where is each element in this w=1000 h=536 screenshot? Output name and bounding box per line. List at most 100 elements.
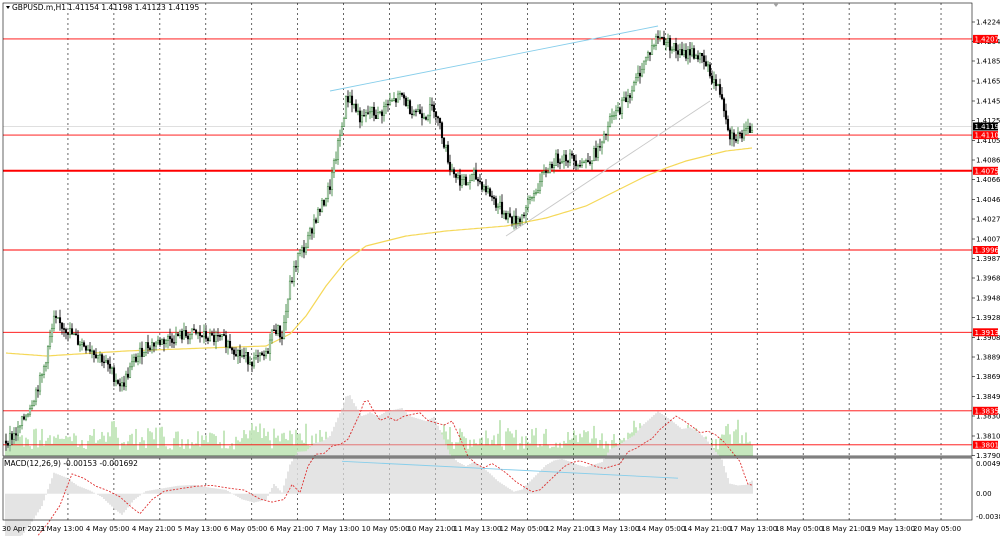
macd-histogram-bar: [433, 416, 435, 494]
macd-histogram-bar: [511, 490, 513, 494]
candle-body: [660, 37, 664, 39]
volume-bar: [209, 432, 211, 456]
candle-body: [496, 206, 500, 208]
candle-body: [10, 433, 14, 440]
volume-bar: [79, 445, 81, 456]
candle-body: [188, 334, 192, 340]
macd-histogram-bar: [527, 483, 529, 494]
pane-separator[interactable]: [3, 456, 972, 458]
candle-body: [228, 341, 232, 349]
candle-body: [698, 53, 702, 60]
candle-body: [510, 216, 514, 224]
macd-histogram-bar: [455, 460, 457, 494]
macd-histogram-bar: [515, 491, 517, 494]
candle-body: [494, 198, 498, 208]
candle-body: [564, 154, 568, 162]
macd-histogram-bar: [621, 442, 623, 494]
macd-histogram-bar: [467, 465, 469, 494]
volume-bar: [277, 435, 279, 456]
volume-bar: [303, 442, 305, 456]
macd-label: MACD(12,26,9) -0.00153 -0.001692: [4, 459, 138, 468]
macd-histogram-bar: [217, 488, 219, 494]
candle-body: [356, 110, 360, 113]
macd-histogram-bar: [31, 493, 33, 522]
candle-body: [302, 247, 306, 253]
candle-body: [174, 333, 178, 343]
moving-average: [5, 147, 753, 357]
candle-body: [194, 329, 198, 334]
volume-bar: [185, 443, 187, 456]
level-price-tag: [973, 328, 998, 337]
volume-bar: [27, 439, 29, 456]
volume-bar: [195, 443, 197, 456]
volume-bar: [137, 449, 139, 456]
candle-body: [134, 356, 138, 362]
macd-histogram-bar: [375, 415, 377, 494]
candle-body: [450, 169, 454, 171]
macd-histogram-bar: [357, 409, 359, 494]
candle-body: [500, 201, 504, 215]
volume-bar: [95, 442, 97, 456]
trendline[interactable]: [329, 25, 659, 92]
macd-histogram-bar: [723, 466, 725, 494]
candle-body: [270, 329, 274, 341]
volume-bar: [41, 428, 43, 456]
macd-histogram-bar: [355, 406, 357, 494]
candle-body: [232, 349, 236, 355]
candle-body: [572, 154, 576, 162]
candle-body: [518, 218, 522, 223]
candle-body: [264, 351, 268, 357]
macd-histogram-bar: [139, 493, 141, 496]
macd-histogram-bar: [339, 413, 341, 494]
macd-histogram-bar: [619, 444, 621, 494]
candle-body: [432, 104, 436, 112]
macd-histogram-bar: [265, 493, 267, 500]
trendlines[interactable]: [329, 25, 711, 237]
macd-histogram-bar: [569, 461, 571, 494]
volume-bar: [167, 449, 169, 456]
macd-histogram-bar: [373, 414, 375, 494]
volume-bar: [157, 447, 159, 456]
y-axis-tick-label: 1.40665: [976, 176, 1000, 184]
macd-histogram-bar: [153, 489, 155, 494]
volume-bar: [69, 436, 71, 456]
macd-histogram-bar: [409, 416, 411, 494]
macd-histogram-bar: [565, 460, 567, 494]
macd-histogram-bar: [485, 470, 487, 494]
volume-bar: [219, 442, 221, 456]
dropdown-arrow-icon[interactable]: [6, 6, 10, 9]
candle-body: [408, 100, 412, 115]
candle-body: [236, 349, 240, 357]
macd-histogram-bar: [295, 454, 297, 494]
macd-histogram-bar: [25, 493, 27, 531]
candle-body: [394, 98, 398, 103]
macd-histogram-bar: [751, 480, 753, 494]
macd-histogram-bar: [7, 493, 9, 536]
candle-body: [676, 50, 680, 55]
volume-bar: [163, 436, 165, 456]
volume-bar: [747, 442, 749, 456]
volume-bar: [181, 439, 183, 456]
candle-body: [478, 180, 482, 183]
candle-body: [210, 333, 214, 336]
macd-histogram-bar: [411, 416, 413, 494]
candle-body: [46, 346, 50, 364]
candle-body: [736, 132, 740, 142]
volume-bar: [249, 430, 251, 456]
macd-histogram-bar: [577, 464, 579, 494]
candle-body: [712, 79, 716, 83]
candle-body: [520, 214, 524, 223]
candle-body: [724, 110, 728, 120]
candle-body: [184, 330, 188, 337]
macd-trendline[interactable]: [341, 460, 679, 479]
chart-shift-marker-icon[interactable]: [773, 3, 779, 7]
horizontal-levels[interactable]: [3, 38, 972, 446]
volume-bar: [513, 437, 515, 456]
trendline[interactable]: [505, 100, 711, 237]
macd-histogram-bar: [631, 436, 633, 494]
candle-body: [748, 126, 752, 133]
candle-body: [78, 344, 82, 346]
candle-body: [642, 60, 646, 70]
